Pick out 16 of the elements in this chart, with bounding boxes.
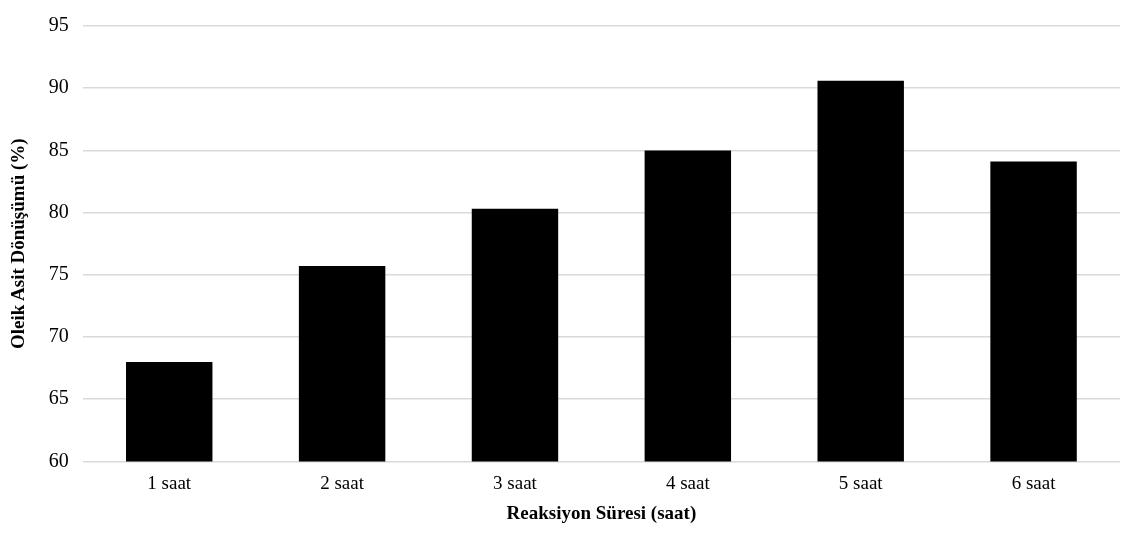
y-axis-title: Oleik Asit Dönüşümü (%): [7, 138, 30, 350]
x-tick-label: 6 saat: [1011, 471, 1057, 493]
x-tick-label: 1 saat: [147, 471, 192, 493]
x-tick-label: 5 saat: [838, 471, 884, 493]
y-tick-label: 65: [48, 386, 69, 409]
y-tick-label: 95: [48, 13, 69, 36]
x-tick-label: 2 saat: [320, 471, 365, 493]
x-tick-label: 3 saat: [493, 471, 538, 493]
y-tick-label: 70: [48, 324, 69, 347]
y-tick-label: 80: [48, 199, 69, 222]
x-axis-title: Reaksiyon Süresi (saat): [506, 501, 697, 524]
y-tick-label: 90: [48, 75, 69, 98]
y-tick-label: 75: [48, 262, 69, 285]
x-tick-label: 4 saat: [665, 471, 711, 493]
y-tick-label: 60: [48, 448, 69, 471]
y-tick-label: 85: [48, 137, 69, 160]
